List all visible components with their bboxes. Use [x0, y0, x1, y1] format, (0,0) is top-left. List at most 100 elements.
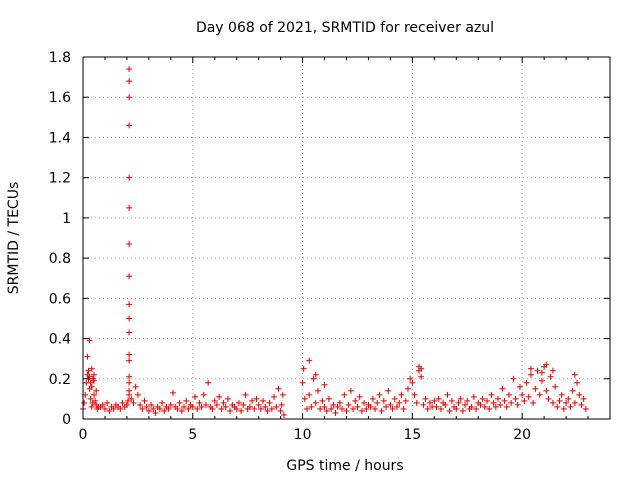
data-point [446, 407, 453, 414]
data-point [321, 381, 328, 388]
data-point [126, 174, 133, 181]
data-point [159, 399, 166, 406]
data-point [202, 401, 209, 408]
data-point [534, 367, 541, 374]
data-point [308, 403, 315, 410]
chart-title: Day 068 of 2021, SRMTID for receiver azu… [196, 20, 494, 36]
data-point [126, 301, 133, 308]
data-point [527, 365, 534, 372]
data-point [185, 405, 192, 412]
y-tick-label: 1.4 [49, 130, 71, 146]
data-point [571, 371, 578, 378]
data-point [251, 405, 258, 412]
data-point [484, 397, 491, 404]
data-point [530, 399, 537, 406]
data-point [543, 361, 550, 368]
data-point [347, 387, 354, 394]
data-point [101, 405, 108, 412]
data-point [567, 403, 574, 410]
plot-frame [82, 56, 611, 420]
data-point [350, 405, 357, 412]
data-point [278, 401, 285, 408]
data-point [156, 405, 163, 412]
data-point [411, 391, 418, 398]
data-point [538, 377, 545, 384]
data-point [389, 405, 396, 412]
data-point [576, 391, 583, 398]
data-point [198, 403, 205, 410]
data-point [391, 395, 398, 402]
data-point [312, 399, 319, 406]
data-point [367, 403, 374, 410]
data-point [218, 405, 225, 412]
data-point [167, 401, 174, 408]
data-point [110, 405, 117, 412]
data-point [339, 405, 346, 412]
data-point [104, 399, 111, 406]
data-point [426, 399, 433, 406]
data-point [477, 401, 484, 408]
data-point [334, 403, 341, 410]
data-point [268, 405, 275, 412]
data-point [571, 399, 578, 406]
data-point [512, 395, 519, 402]
data-point [505, 391, 512, 398]
data-point [523, 379, 530, 386]
data-point [117, 405, 124, 412]
data-point [328, 405, 335, 412]
data-point [372, 405, 379, 412]
data-point [453, 405, 460, 412]
data-point [106, 407, 113, 414]
data-point [126, 351, 133, 358]
data-point [99, 401, 106, 408]
data-point [262, 403, 269, 410]
data-point [462, 401, 469, 408]
data-point [273, 403, 280, 410]
data-point [303, 405, 310, 412]
data-point [413, 399, 420, 406]
data-point [354, 403, 361, 410]
data-point [88, 403, 95, 410]
data-point [407, 375, 414, 382]
data-point [547, 373, 554, 380]
data-point [422, 395, 429, 402]
data-point [85, 367, 92, 374]
data-point [280, 411, 287, 418]
data-point [92, 397, 99, 404]
data-point [448, 397, 455, 404]
data-point [126, 94, 133, 101]
data-point [400, 405, 407, 412]
data-point [189, 403, 196, 410]
data-point [495, 395, 502, 402]
data-point [224, 395, 231, 402]
data-point [126, 373, 133, 380]
x-axis-label: GPS time / hours [286, 458, 403, 474]
data-point [519, 391, 526, 398]
data-point [459, 407, 466, 414]
data-point [126, 78, 133, 85]
data-point [93, 387, 100, 394]
data-point [253, 395, 260, 402]
data-point [376, 391, 383, 398]
data-point [126, 315, 133, 322]
data-point [84, 353, 91, 360]
data-point [369, 395, 376, 402]
data-point [435, 395, 442, 402]
y-tick-label: 1.8 [49, 50, 71, 66]
data-point [387, 401, 394, 408]
data-point [383, 403, 390, 410]
data-point [260, 397, 267, 404]
data-point [145, 407, 152, 414]
data-point [143, 403, 150, 410]
data-point [126, 122, 133, 129]
data-point [499, 385, 506, 392]
data-point [560, 405, 567, 412]
data-point [275, 385, 282, 392]
data-point [330, 401, 337, 408]
x-tick-label: 0 [79, 427, 88, 443]
data-point [300, 365, 307, 372]
data-point [87, 379, 94, 386]
data-point [543, 387, 550, 394]
data-point [343, 407, 350, 414]
data-point [205, 379, 212, 386]
